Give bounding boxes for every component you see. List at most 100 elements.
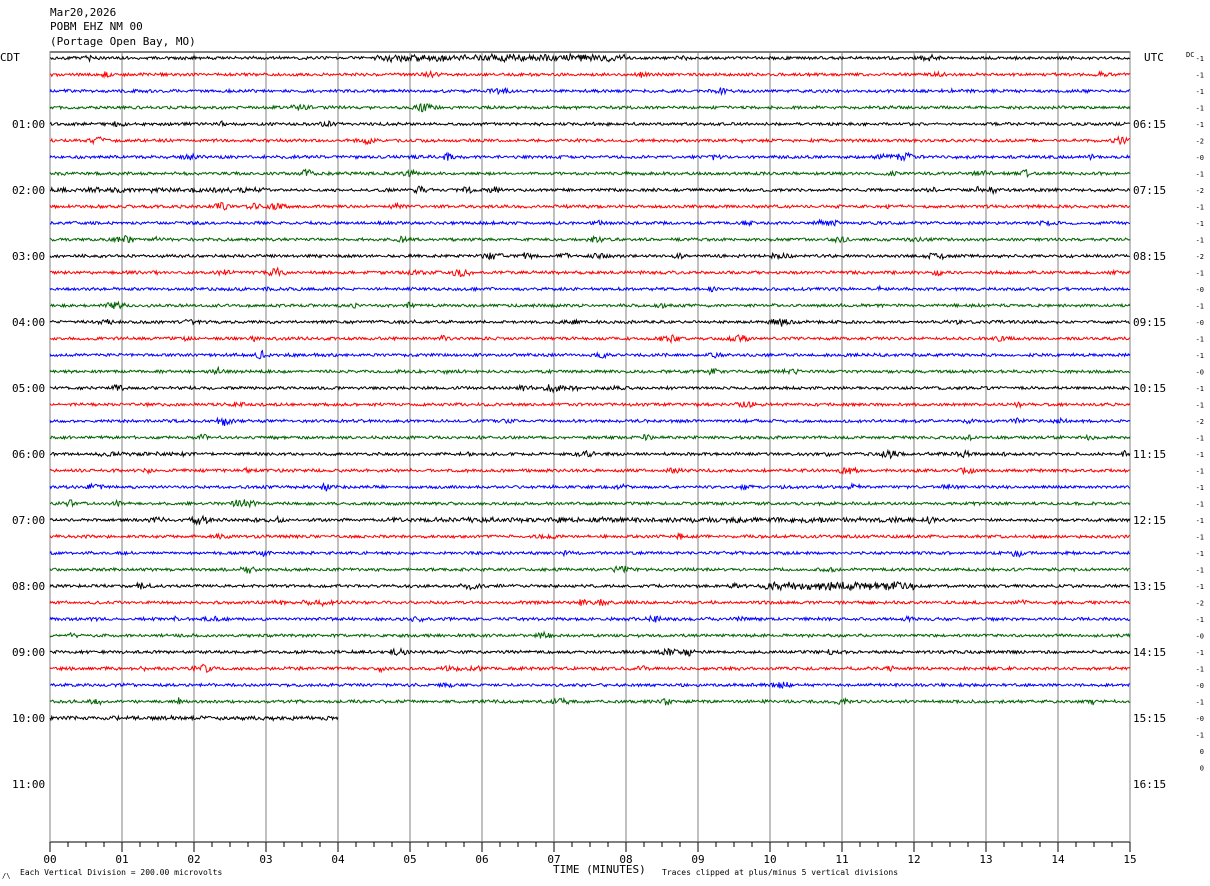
- trace-row: [49, 482, 1131, 492]
- left-timezone-label: CDT: [0, 51, 20, 64]
- trace-row: [49, 714, 339, 722]
- trace-row: [49, 681, 1131, 689]
- x-tick-label: 04: [331, 853, 345, 866]
- trace-row: [49, 185, 1131, 196]
- trace-row: [49, 284, 1131, 293]
- trace-row: [49, 334, 1131, 345]
- trace-row: [49, 466, 1131, 476]
- x-tick-label: 01: [115, 853, 128, 866]
- x-tick-label: 11: [835, 853, 848, 866]
- trace-row: [49, 134, 1131, 146]
- x-tick-label: 09: [691, 853, 704, 866]
- trace-row: [49, 383, 1130, 394]
- left-hour-label: 07:00: [12, 514, 45, 527]
- dc-offset-value: -1: [1196, 699, 1204, 707]
- dc-offset-labels: -1 -1 -1 -1 -1 -2 -0 -1 -2 -1 -1 -1 -2 -1 -0 -1 -0 -1 -1 -0…: [1196, 55, 1204, 773]
- dc-offset-value: -1: [1196, 435, 1204, 443]
- trace-row: [49, 86, 1130, 97]
- left-hour-label: 03:00: [12, 250, 45, 263]
- x-tick-label: 12: [907, 853, 920, 866]
- header-location: (Portage Open Bay, MO): [50, 35, 196, 48]
- trace-row: [49, 234, 1131, 244]
- dc-offset-value: -1: [1196, 583, 1204, 591]
- dc-offset-value: -1: [1196, 567, 1204, 575]
- dc-offset-value: -1: [1196, 204, 1204, 212]
- right-hour-label: 13:15: [1133, 580, 1166, 593]
- dc-offset-value: -1: [1196, 451, 1204, 459]
- right-hour-label: 09:15: [1133, 316, 1166, 329]
- trace-row: [49, 598, 1131, 608]
- trace-row: [49, 531, 1131, 541]
- trace-row: [49, 151, 1131, 162]
- dc-offset-value: -2: [1196, 187, 1204, 195]
- x-tick-label: 13: [979, 853, 992, 866]
- dc-offset-value: -2: [1196, 138, 1204, 146]
- right-hour-label: 08:15: [1133, 250, 1166, 263]
- dc-offset-value: -2: [1196, 253, 1204, 261]
- trace-row: [49, 218, 1131, 228]
- dc-offset-value: -0: [1196, 633, 1204, 641]
- dc-offset-header: DC: [1186, 51, 1194, 59]
- dc-offset-value: -0: [1196, 369, 1204, 377]
- trace-row: [49, 69, 1131, 79]
- right-timezone-label: UTC: [1144, 51, 1164, 64]
- dc-offset-value: -1: [1196, 270, 1204, 278]
- x-axis-ticks: 00 01 02 03 04 05 06 07 08 09 10 11 12 13 14 15: [43, 842, 1137, 866]
- dc-offset-value: -1: [1196, 336, 1204, 344]
- dc-offset-value: -1: [1196, 220, 1204, 228]
- right-hour-label: 11:15: [1133, 448, 1166, 461]
- left-hour-label: 02:00: [12, 184, 45, 197]
- trace-row: [49, 416, 1131, 426]
- dc-offset-value: -1: [1196, 385, 1204, 393]
- dc-offset-value: -1: [1196, 484, 1204, 492]
- dc-offset-value: -1: [1196, 237, 1204, 245]
- trace-row: [49, 514, 1131, 526]
- x-tick-label: 07: [547, 853, 560, 866]
- trace-row: [49, 365, 1131, 376]
- trace-row: [49, 266, 1131, 278]
- trace-row: [49, 317, 1130, 327]
- corner-mark: /\: [2, 872, 10, 880]
- dc-offset-value: -2: [1196, 418, 1204, 426]
- clip-note: Traces clipped at plus/minus 5 vertical …: [662, 868, 898, 877]
- left-hour-label: 11:00: [12, 778, 45, 791]
- dc-offset-value: 0: [1200, 748, 1204, 756]
- dc-offset-value: -1: [1196, 105, 1204, 113]
- dc-offset-value: -1: [1196, 55, 1204, 63]
- x-tick-label: 10: [763, 853, 776, 866]
- trace-row: [49, 251, 1130, 261]
- dc-offset-value: -1: [1196, 666, 1204, 674]
- right-hour-label: 16:15: [1133, 778, 1166, 791]
- trace-row: [49, 663, 1131, 674]
- left-hour-label: 04:00: [12, 316, 45, 329]
- dc-offset-value: -0: [1196, 286, 1204, 294]
- dc-offset-value: -1: [1196, 88, 1204, 96]
- right-hour-label: 12:15: [1133, 514, 1166, 527]
- x-tick-label: 00: [43, 853, 56, 866]
- trace-row: [49, 349, 1131, 360]
- dc-offset-value: -1: [1196, 352, 1204, 360]
- x-tick-label: 15: [1123, 853, 1136, 866]
- seismic-traces: [49, 52, 1131, 722]
- dc-offset-value: 0: [1200, 765, 1204, 773]
- left-hour-label: 05:00: [12, 382, 45, 395]
- trace-row: [49, 201, 1131, 211]
- dc-offset-value: -0: [1196, 154, 1204, 162]
- left-hour-labels: 01:00 02:00 03:00 04:00 05:00 06:00 07:00 08:00…: [12, 118, 45, 791]
- right-hour-labels: 06:15 07:15 08:15 09:15 10:15 11:15 12:15 13:15…: [1133, 118, 1166, 791]
- trace-row: [49, 52, 1131, 64]
- right-hour-label: 06:15: [1133, 118, 1166, 131]
- dc-offset-value: -1: [1196, 72, 1204, 80]
- right-hour-label: 15:15: [1133, 712, 1166, 725]
- x-tick-label: 14: [1051, 853, 1065, 866]
- x-tick-label: 02: [187, 853, 200, 866]
- x-tick-label: 05: [403, 853, 416, 866]
- dc-offset-value: -1: [1196, 732, 1204, 740]
- trace-row: [49, 448, 1131, 460]
- plot-frame: [49, 51, 1131, 843]
- dc-offset-value: -1: [1196, 468, 1204, 476]
- trace-row: [49, 696, 1131, 706]
- dc-offset-value: -1: [1196, 649, 1204, 657]
- x-axis-title: TIME (MINUTES): [553, 863, 646, 876]
